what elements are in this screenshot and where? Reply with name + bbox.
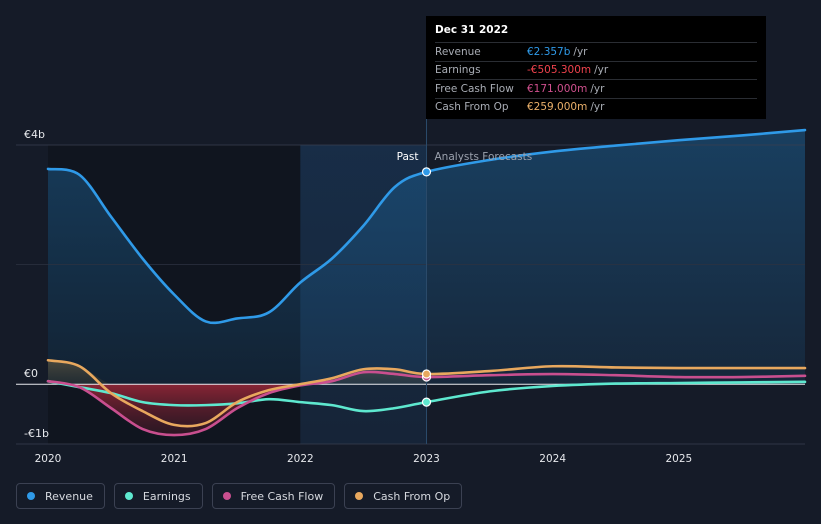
x-tick-label: 2023 <box>413 453 440 465</box>
revenue-marker <box>421 167 432 177</box>
cash-from-op-dot-icon <box>355 492 364 500</box>
legend-item-cash-from-op[interactable]: Cash From Op <box>344 483 463 509</box>
tooltip-unit: /yr <box>573 45 588 58</box>
tooltip-unit: /yr <box>590 82 605 95</box>
tooltip-row-revenue: Revenue €2.357b /yr <box>435 42 757 61</box>
legend: Revenue Earnings Free Cash Flow Cash Fro… <box>16 483 463 509</box>
free-cash-flow-line <box>46 370 807 437</box>
tooltip-row-free-cash-flow: Free Cash Flow €171.000m /yr <box>435 79 757 98</box>
y-tick-label: €4b <box>24 128 45 141</box>
tooltip-row-cash-from-op: Cash From Op €259.000m /yr <box>435 97 757 117</box>
tooltip-label: Cash From Op <box>435 101 509 114</box>
cash-from-op-marker <box>421 369 432 379</box>
x-tick-label: 2020 <box>35 453 62 465</box>
tooltip-row-earnings: Earnings -€505.300m /yr <box>435 60 757 80</box>
earnings-marker <box>421 397 432 407</box>
tooltip-value: €259.000m <box>527 101 588 114</box>
legend-item-revenue[interactable]: Revenue <box>16 483 105 509</box>
tooltip-label: Revenue <box>435 45 481 58</box>
tooltip-unit: /yr <box>594 64 609 77</box>
tooltip-date: Dec 31 2022 <box>435 24 509 36</box>
revenue-line <box>46 128 807 325</box>
tooltip-label: Free Cash Flow <box>435 82 514 95</box>
tooltip-value: €171.000m <box>527 82 588 95</box>
legend-label: Revenue <box>45 489 93 503</box>
tooltip-label: Earnings <box>435 64 481 77</box>
legend-label: Earnings <box>142 489 191 503</box>
negative-area <box>48 384 427 436</box>
y-tick-label: €0 <box>24 367 38 380</box>
legend-item-earnings[interactable]: Earnings <box>113 483 203 509</box>
tooltip-value: €2.357b <box>527 45 571 58</box>
tooltip-unit: /yr <box>590 101 605 114</box>
cash-from-op-line <box>46 358 807 428</box>
forecast-label: Analysts Forecasts <box>435 151 533 163</box>
y-tick-label: -€1b <box>24 427 49 440</box>
legend-label: Free Cash Flow <box>240 489 324 503</box>
past-label: Past <box>397 151 419 163</box>
legend-item-free-cash-flow[interactable]: Free Cash Flow <box>211 483 336 509</box>
legend-label: Cash From Op <box>373 489 451 503</box>
earnings-line <box>46 379 807 413</box>
x-tick-label: 2021 <box>161 453 188 465</box>
tooltip-value: -€505.300m <box>527 64 592 77</box>
free-cash-flow-dot-icon <box>222 492 231 500</box>
earnings-dot-icon <box>124 492 133 500</box>
tooltip: Dec 31 2022 Revenue €2.357b /yr Earnings… <box>426 16 766 119</box>
x-tick-label: 2025 <box>665 453 692 465</box>
x-tick-label: 2022 <box>287 453 314 465</box>
revenue-dot-icon <box>27 492 35 500</box>
x-tick-label: 2024 <box>539 453 566 465</box>
